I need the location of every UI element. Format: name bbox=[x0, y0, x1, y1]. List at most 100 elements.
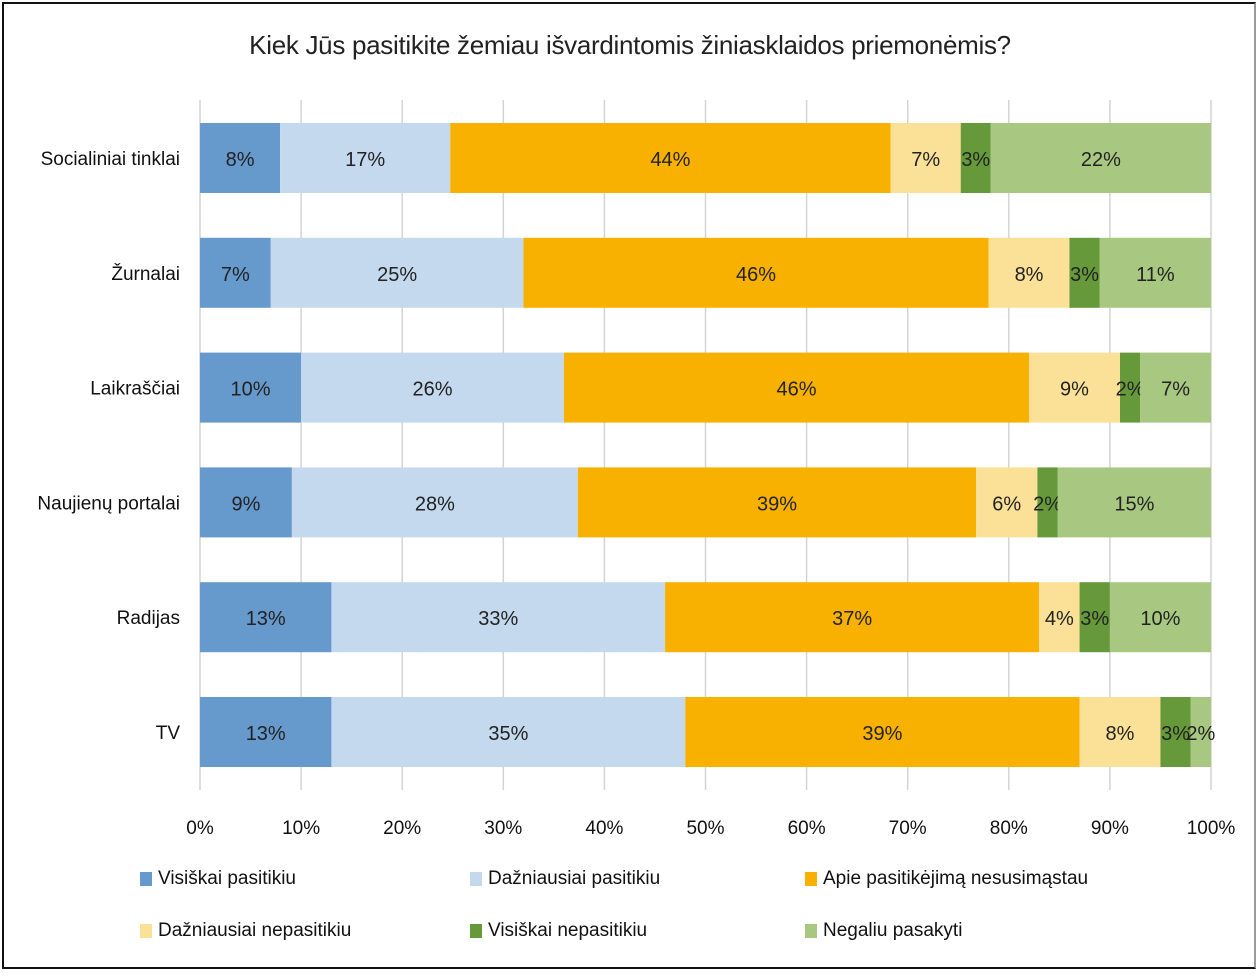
bar-segment-apie-pasitikejima-nesusimastau bbox=[523, 237, 989, 308]
x-tick-label: 80% bbox=[990, 818, 1028, 839]
category-label: TV bbox=[156, 723, 181, 744]
bar-segment-dazniausiai-nepasitikiu bbox=[976, 467, 1038, 538]
data-label: 17% bbox=[345, 149, 385, 171]
legend-label: Dažniausiai pasitikiu bbox=[488, 868, 661, 889]
data-label: 46% bbox=[776, 379, 816, 401]
bar-segment-negaliu-pasakyti bbox=[1099, 237, 1211, 308]
data-label: 3% bbox=[1161, 723, 1190, 745]
data-label: 39% bbox=[862, 723, 902, 745]
bar-segment-apie-pasitikejima-nesusimastau bbox=[450, 123, 891, 193]
legend-swatch bbox=[805, 924, 817, 938]
data-label: 9% bbox=[232, 493, 261, 515]
data-label: 10% bbox=[231, 379, 271, 401]
bar-segment-dazniausiai-pasitikiu bbox=[291, 467, 578, 538]
data-label: 35% bbox=[488, 723, 528, 745]
data-label: 15% bbox=[1114, 493, 1154, 515]
data-label: 11% bbox=[1136, 264, 1175, 286]
bar-segment-dazniausiai-nepasitikiu bbox=[890, 123, 961, 193]
bar-segment-visiskai-nepasitikiu bbox=[1160, 697, 1191, 767]
category-label: Žurnalai bbox=[111, 263, 180, 285]
x-tick-label: 20% bbox=[383, 818, 421, 839]
x-tick-label: 60% bbox=[788, 818, 826, 839]
bar-segment-negaliu-pasakyti bbox=[1057, 467, 1211, 538]
legend-item: Visiškai nepasitikiu bbox=[470, 920, 647, 942]
bar-segment-visiskai-pasitikiu bbox=[200, 123, 281, 193]
legend-item: Apie pasitikėjimą nesusimąstau bbox=[805, 868, 1088, 890]
bar-segment-visiskai-pasitikiu bbox=[200, 697, 332, 767]
x-tick-label: 90% bbox=[1091, 818, 1129, 839]
bar-segment-dazniausiai-nepasitikiu bbox=[1039, 582, 1080, 653]
bar-segment-negaliu-pasakyti bbox=[1140, 352, 1211, 423]
category-label: Laikraščiai bbox=[90, 379, 180, 400]
bar-segment-negaliu-pasakyti bbox=[1109, 582, 1211, 653]
category-label: Radijas bbox=[117, 608, 180, 629]
data-label: 13% bbox=[246, 723, 286, 745]
bar-segment-dazniausiai-pasitikiu bbox=[280, 123, 451, 193]
legend-label: Apie pasitikėjimą nesusimąstau bbox=[823, 868, 1089, 889]
legend-label: Visiškai pasitikiu bbox=[158, 868, 296, 889]
bar-segment-visiskai-pasitikiu bbox=[200, 467, 292, 538]
bar-segment-visiskai-pasitikiu bbox=[200, 237, 271, 308]
data-label: 3% bbox=[1070, 264, 1099, 286]
x-tick-label: 30% bbox=[484, 818, 522, 839]
data-label: 8% bbox=[1106, 723, 1135, 745]
legend-swatch bbox=[470, 872, 482, 886]
data-label: 2% bbox=[1186, 723, 1215, 745]
bar-segment-visiskai-nepasitikiu bbox=[1069, 237, 1100, 308]
legend-label: Negaliu pasakyti bbox=[823, 920, 963, 941]
data-label: 3% bbox=[1080, 608, 1109, 630]
bar-segment-dazniausiai-pasitikiu bbox=[270, 237, 524, 308]
bar-segment-apie-pasitikejima-nesusimastau bbox=[577, 467, 977, 538]
data-label: 10% bbox=[1140, 608, 1180, 630]
legend-swatch bbox=[805, 872, 817, 886]
bar-segment-apie-pasitikejima-nesusimastau bbox=[665, 582, 1040, 653]
category-label: Naujienų portalai bbox=[37, 493, 180, 514]
bar-segment-visiskai-pasitikiu bbox=[200, 352, 302, 423]
legend-swatch bbox=[140, 924, 152, 938]
data-label: 7% bbox=[911, 149, 940, 171]
bar-segment-apie-pasitikejima-nesusimastau bbox=[563, 352, 1030, 423]
legend-item: Negaliu pasakyti bbox=[805, 920, 962, 942]
bar-segment-visiskai-nepasitikiu bbox=[1120, 352, 1141, 423]
bar-segment-dazniausiai-pasitikiu bbox=[331, 697, 686, 767]
bar-segment-negaliu-pasakyti bbox=[990, 123, 1211, 193]
x-tick-label: 100% bbox=[1187, 818, 1236, 839]
data-label: 8% bbox=[1015, 264, 1044, 286]
data-label: 44% bbox=[650, 149, 690, 171]
data-label: 22% bbox=[1081, 149, 1121, 171]
x-tick-label: 10% bbox=[282, 818, 320, 839]
legend-label: Visiškai nepasitikiu bbox=[488, 920, 648, 941]
legend-item: Dažniausiai nepasitikiu bbox=[140, 920, 351, 942]
x-tick-label: 50% bbox=[686, 818, 724, 839]
legend-label: Dažniausiai nepasitikiu bbox=[158, 920, 352, 941]
data-label: 7% bbox=[1161, 379, 1190, 401]
chart-title: Kiek Jūs pasitikite žemiau išvardintomis… bbox=[249, 30, 1011, 60]
legend-swatch bbox=[140, 872, 152, 886]
data-label: 37% bbox=[832, 608, 872, 630]
bar-segment-dazniausiai-nepasitikiu bbox=[1079, 697, 1161, 767]
legend-swatch bbox=[470, 924, 482, 938]
data-label: 46% bbox=[736, 264, 776, 286]
data-label: 25% bbox=[377, 264, 417, 286]
bar-segment-apie-pasitikejima-nesusimastau bbox=[685, 697, 1080, 767]
x-tick-label: 40% bbox=[585, 818, 623, 839]
data-label: 6% bbox=[992, 493, 1021, 515]
x-tick-label: 70% bbox=[889, 818, 927, 839]
bar-segment-visiskai-nepasitikiu bbox=[1037, 467, 1058, 538]
bar-segment-dazniausiai-nepasitikiu bbox=[1029, 352, 1121, 423]
data-label: 9% bbox=[1060, 379, 1089, 401]
data-label: 39% bbox=[757, 493, 797, 515]
data-label: 8% bbox=[226, 149, 255, 171]
data-label: 13% bbox=[246, 608, 286, 630]
chart-plot: 8% 17% 44% 7% 3% 22% 7% 25% 46% 8% 3% 11% 10% 26% 46% 9… bbox=[37, 100, 1236, 839]
data-label: 26% bbox=[413, 379, 453, 401]
category-label: Socialiniai tinklai bbox=[41, 149, 180, 170]
data-label: 7% bbox=[221, 264, 250, 286]
bar-segment-visiskai-pasitikiu bbox=[200, 582, 332, 653]
x-tick-label: 0% bbox=[186, 818, 214, 839]
data-label: 4% bbox=[1045, 608, 1074, 630]
data-label: 3% bbox=[961, 149, 990, 171]
data-label: 28% bbox=[415, 493, 455, 515]
data-label: 33% bbox=[478, 608, 518, 630]
bar-segment-negaliu-pasakyti bbox=[1190, 697, 1211, 767]
